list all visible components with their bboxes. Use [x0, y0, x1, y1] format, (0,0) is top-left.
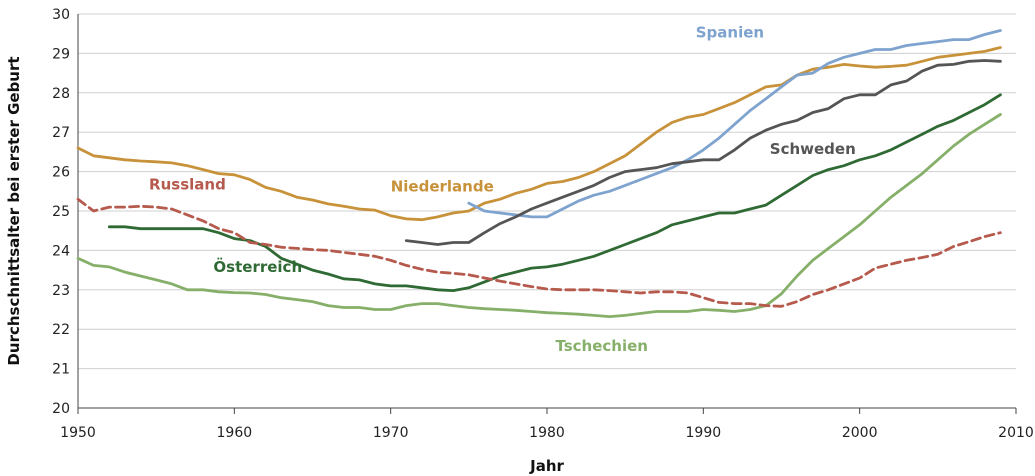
series-label: Tschechien	[555, 337, 647, 355]
y-tick-label: 22	[52, 322, 70, 338]
x-tick-label: 1960	[217, 425, 253, 441]
y-tick-label: 26	[52, 165, 70, 181]
series-labels: Russland Niederlande Spanien Schweden Österr…	[149, 24, 856, 355]
series-line-niederlande	[76, 46, 1002, 222]
x-tick-label: 2010	[998, 425, 1034, 441]
y-tick-label: 29	[52, 46, 70, 62]
x-tick-label: 2000	[842, 425, 878, 441]
series-label: Russland	[149, 175, 226, 193]
series-lines	[76, 29, 1002, 319]
series-line-tschechien	[76, 113, 1002, 319]
y-tick-label: 28	[52, 86, 70, 102]
series-line-russland	[76, 197, 1002, 308]
y-tick-label: 27	[52, 125, 70, 141]
y-tick-label: 21	[52, 362, 70, 378]
axes: 20 21 22 23 24 25 26 27 28 29 30 1950 1960 1970 1980 19…	[52, 7, 1034, 441]
series-line-schweden	[404, 59, 1002, 246]
x-axis-title: Jahr	[529, 457, 564, 475]
series-label: Schweden	[770, 140, 856, 158]
y-tick-label: 23	[52, 283, 70, 299]
y-tick-label: 25	[52, 204, 70, 220]
grid-lines	[78, 13, 1016, 370]
series-label: Niederlande	[391, 177, 494, 195]
x-tick-label: 1990	[686, 425, 722, 441]
y-axis-title: Durchschnittsalter bei erster Geburt	[5, 56, 23, 365]
y-tick-label: 30	[52, 7, 70, 23]
x-tick-label: 1970	[373, 425, 409, 441]
x-tick-label: 1980	[529, 425, 565, 441]
series-label: Österreich	[213, 257, 302, 276]
x-tick-label: 1950	[60, 425, 96, 441]
series-line-spanien	[467, 29, 1002, 219]
y-tick-label: 24	[52, 243, 70, 259]
y-tick-label: 20	[52, 401, 70, 417]
series-label: Spanien	[696, 24, 764, 42]
